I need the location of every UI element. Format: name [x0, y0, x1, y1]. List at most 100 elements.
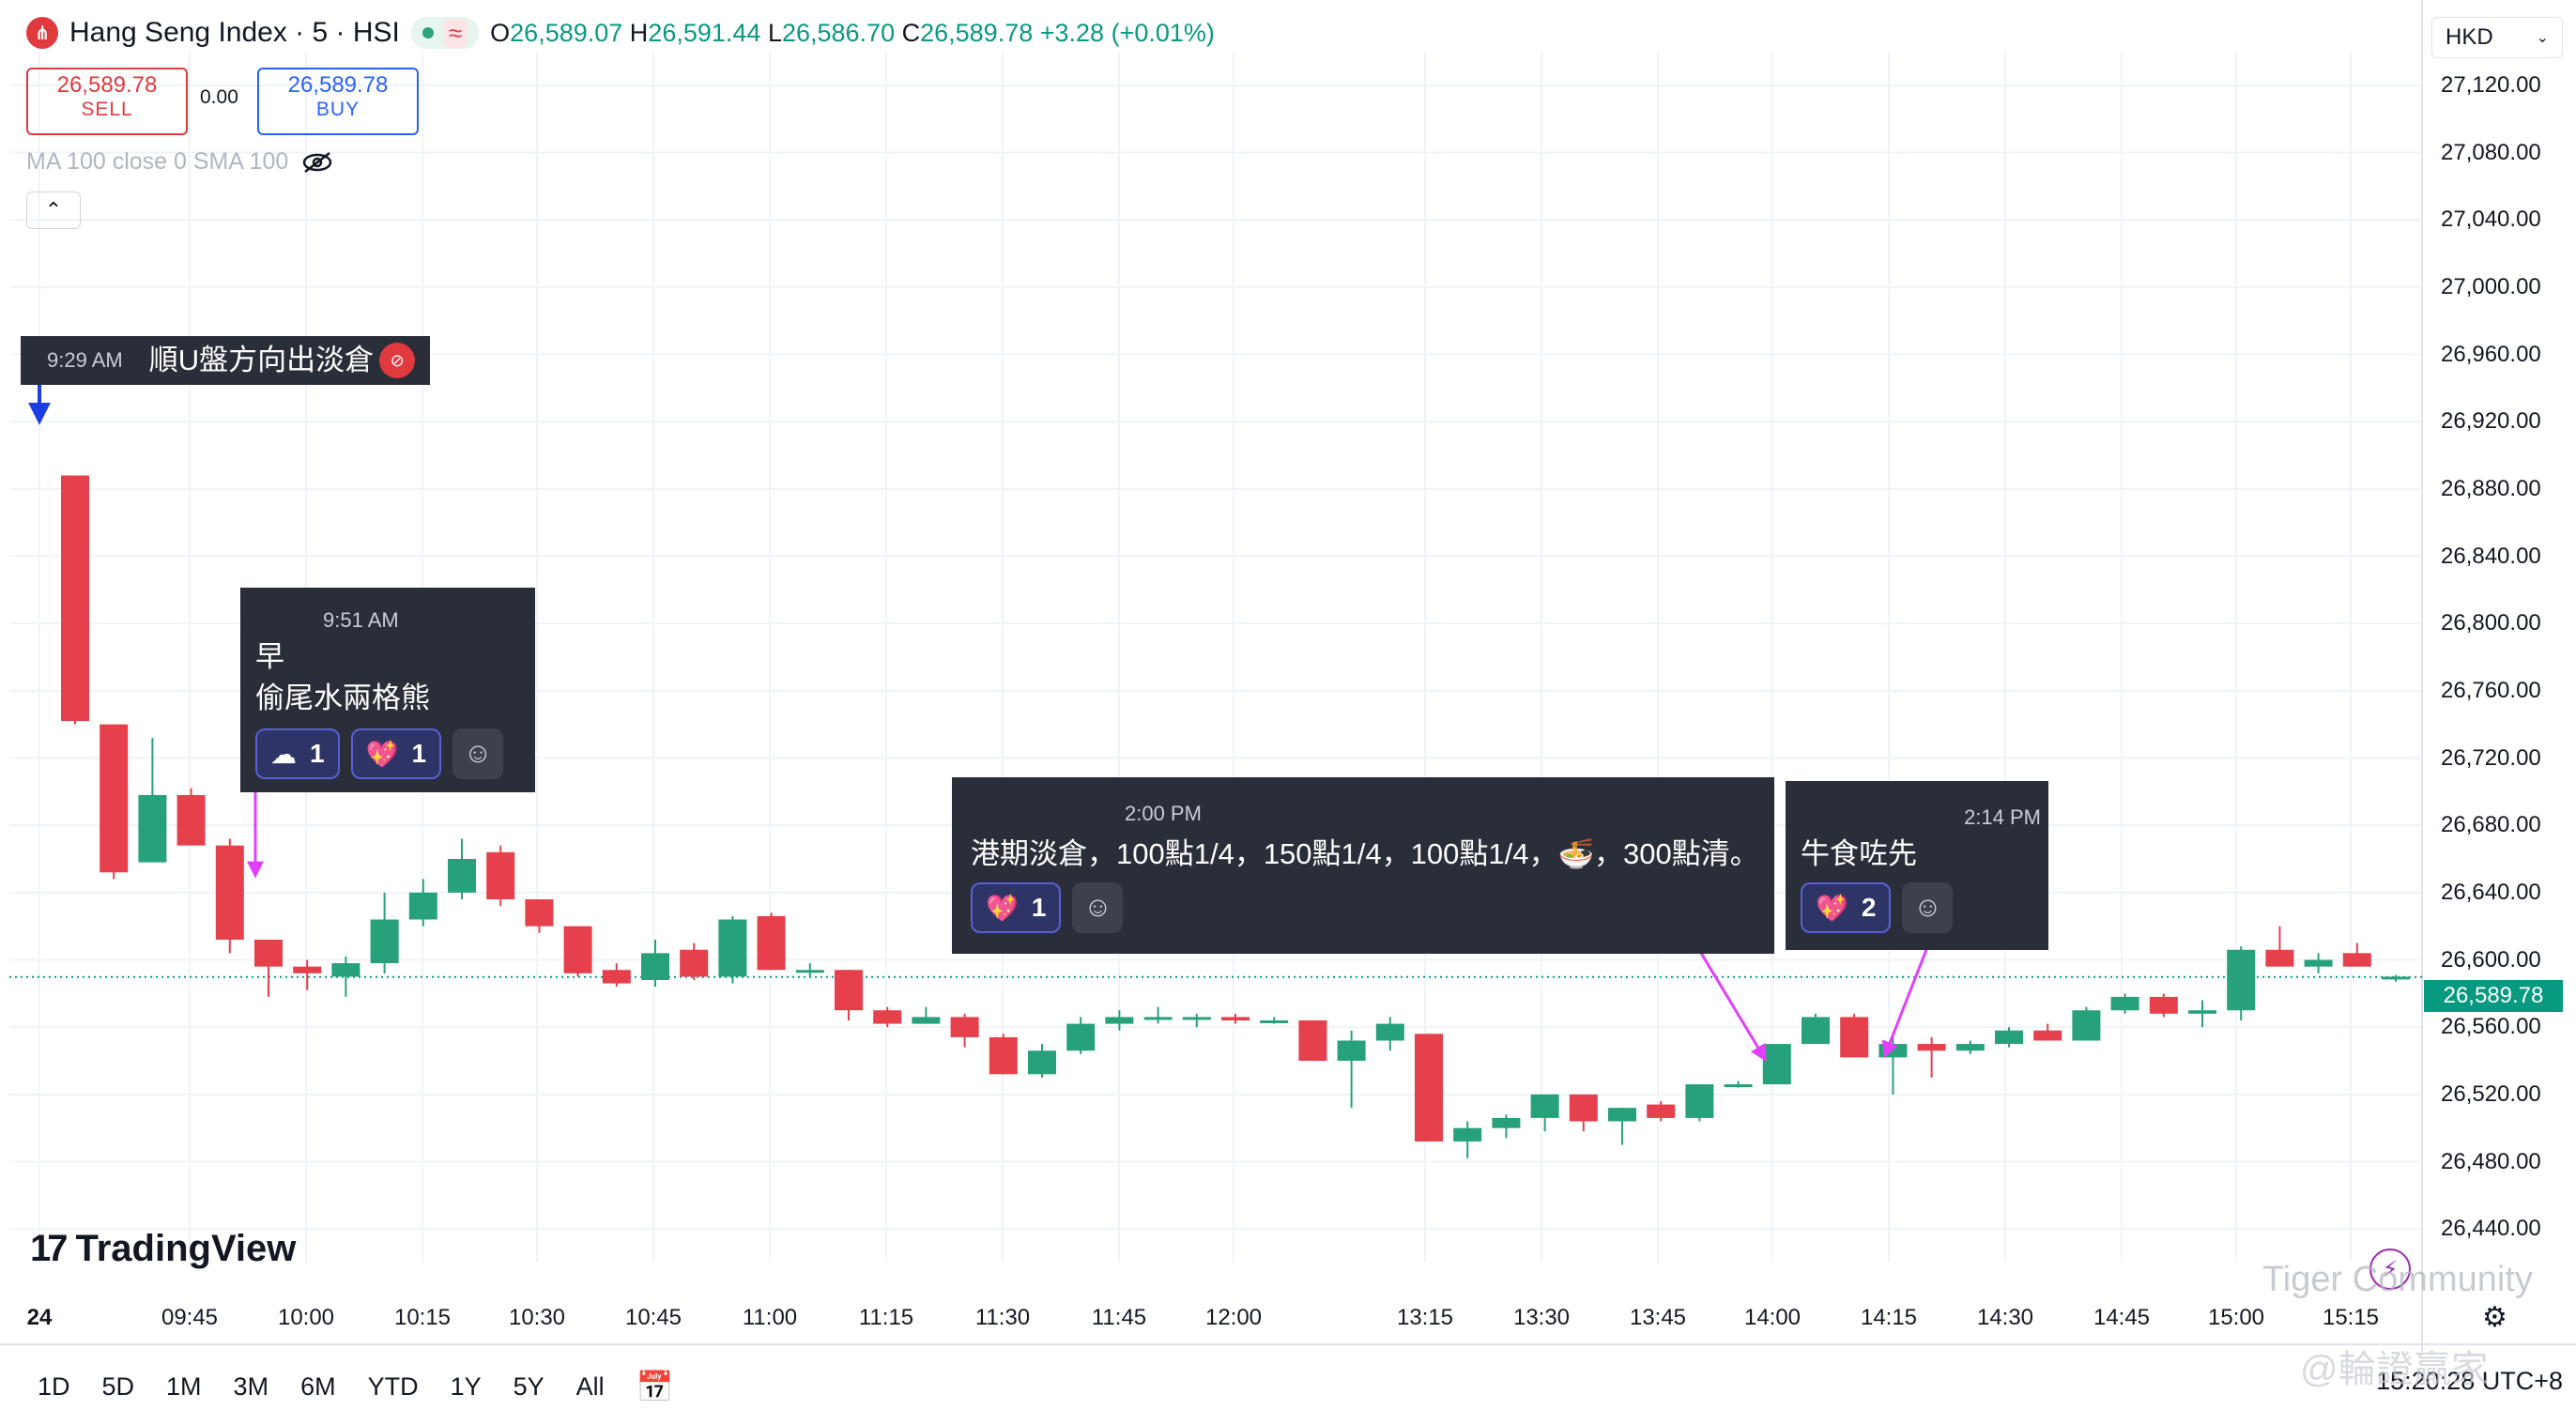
reaction-count: 2 — [1861, 893, 1877, 922]
candle-body — [370, 919, 399, 964]
candle-body — [1375, 1023, 1404, 1041]
note-929[interactable]: 9:29 AM 順U盤方向出淡倉 ⊘ — [21, 336, 430, 385]
time-tick-label: 13:45 — [1629, 1305, 1687, 1330]
candle-body — [176, 794, 206, 846]
candle-body — [1028, 1050, 1056, 1075]
candle-body — [835, 970, 863, 1011]
candle-body — [138, 794, 167, 863]
candle-body — [1762, 1044, 1791, 1085]
range-5y[interactable]: 5Y — [513, 1371, 544, 1401]
currency-value: HKD — [2446, 24, 2493, 50]
time-tick-label: 15:15 — [2322, 1305, 2380, 1330]
reaction-heart[interactable]: 💖 1 — [350, 728, 442, 779]
range-ytd[interactable]: YTD — [367, 1371, 419, 1401]
candle-body — [215, 845, 244, 940]
candle-body — [1917, 1044, 1946, 1051]
symbol-title[interactable]: Hang Seng Index · 5 · HSI — [69, 17, 400, 48]
note-line: 早 — [255, 640, 284, 673]
open-label: O — [490, 18, 511, 47]
tradingview-mark-icon: 17 — [30, 1228, 68, 1269]
reaction-heart[interactable]: 💖 1 — [971, 882, 1062, 933]
range-6m[interactable]: 6M — [300, 1371, 336, 1401]
price-tick-label: 26,480.00 — [2441, 1148, 2541, 1174]
note-214pm[interactable]: 2:14 PM 牛食咗先 💖 2 ☺ — [1786, 781, 2048, 950]
candle-body — [1647, 1104, 1676, 1118]
range-1y[interactable]: 1Y — [450, 1371, 482, 1401]
market-open-dot-icon — [422, 27, 434, 38]
price-tick-label: 26,640.00 — [2441, 879, 2541, 905]
candle-body — [2188, 1010, 2216, 1014]
candle-body — [2033, 1030, 2062, 1041]
time-tick-label: 10:30 — [508, 1305, 566, 1330]
buy-button[interactable]: 26,589.78 BUY — [257, 68, 419, 135]
range-1m[interactable]: 1M — [166, 1371, 202, 1401]
candle-body — [1530, 1094, 1559, 1118]
range-3m[interactable]: 3M — [233, 1371, 269, 1401]
price-tick-label: 27,000.00 — [2441, 273, 2541, 299]
low-label: L — [767, 18, 782, 47]
settings-gear-icon[interactable]: ⚙ — [2482, 1302, 2507, 1333]
time-tick-label: 11:45 — [1091, 1305, 1147, 1330]
close-label: C — [901, 18, 921, 47]
high-value: 26,591.44 — [648, 18, 761, 47]
reaction-heart[interactable]: 💖 2 — [1801, 882, 1892, 933]
range-1d[interactable]: 1D — [38, 1371, 70, 1401]
time-tick-label: 10:15 — [393, 1305, 452, 1330]
ma-indicator-legend[interactable]: MA 100 close 0 SMA 100 — [26, 148, 333, 176]
chart-header: ⋔ Hang Seng Index · 5 · HSI ≈ O26,589.07… — [26, 17, 1215, 49]
add-reaction-smile-icon[interactable]: ☺ — [1072, 882, 1124, 933]
stamp-icon: ⊘ — [379, 343, 416, 378]
time-tick-label: 11:00 — [742, 1305, 798, 1330]
price-tick-label: 26,600.00 — [2441, 946, 2541, 973]
candle-body — [1415, 1034, 1443, 1142]
candle-body — [1453, 1127, 1482, 1142]
time-tick-label: 11:30 — [974, 1305, 1031, 1330]
collapse-legend-button[interactable]: ⌃ — [26, 192, 81, 229]
note-text: 順U盤方向出淡倉 — [148, 344, 375, 376]
candle-body — [331, 963, 360, 977]
price-tick-label: 27,120.00 — [2441, 71, 2541, 98]
candle-body — [1608, 1108, 1636, 1122]
hsi-logo-icon: ⋔ — [26, 17, 58, 49]
watermark-tiger: Tiger Community — [2262, 1260, 2533, 1299]
currency-select[interactable]: HKD ⌄ — [2431, 17, 2563, 58]
eye-hidden-icon[interactable] — [301, 151, 333, 174]
price-tick-label: 26,800.00 — [2441, 610, 2541, 636]
clock: 15:20:28 UTC+8 — [2376, 1367, 2563, 1395]
candle-body — [2342, 953, 2371, 967]
note-time: 2:14 PM — [1964, 805, 2041, 829]
note-200pm[interactable]: 2:00 PM 港期淡倉，100點1/4，150點1/4，100點1/4，🍜，3… — [952, 777, 1774, 954]
heart-icon: 💖 — [1816, 893, 1848, 923]
candle-body — [100, 724, 129, 873]
time-tick-label: 11:15 — [858, 1305, 914, 1330]
candle-body — [757, 915, 786, 971]
open-value: 26,589.07 — [510, 18, 623, 47]
ma-indicator-label: MA 100 close 0 SMA 100 — [26, 148, 289, 175]
note-reactions: 💖 1 ☺ — [971, 882, 1124, 933]
add-reaction-smile-icon[interactable]: ☺ — [452, 728, 504, 779]
goto-date-icon[interactable]: 📅 — [636, 1370, 674, 1403]
price-tick-label: 26,880.00 — [2441, 475, 2541, 501]
time-tick-label: 14:30 — [1976, 1305, 2034, 1330]
reaction-count: 1 — [411, 739, 427, 768]
ohlc-values: O26,589.07 H26,591.44 L26,586.70 C26,589… — [490, 19, 1215, 48]
range-5d[interactable]: 5D — [101, 1371, 135, 1401]
note-951[interactable]: 9:51 AM 早 偷尾水兩格熊 ☁ 1 💖 1 ☺ — [240, 588, 535, 792]
candle-body — [1105, 1017, 1134, 1024]
candle-body — [950, 1017, 979, 1037]
time-tick-label: 12:00 — [1204, 1305, 1263, 1330]
reaction-cloud[interactable]: ☁ 1 — [255, 728, 340, 779]
note-reactions: 💖 2 ☺ — [1801, 882, 1954, 933]
sell-button[interactable]: 26,589.78 SELL — [26, 68, 188, 135]
add-reaction-smile-icon[interactable]: ☺ — [1902, 882, 1954, 933]
candle-body — [1337, 1040, 1366, 1061]
candle-body — [641, 953, 669, 980]
lightning-icon[interactable]: ⚡ — [2369, 1249, 2411, 1290]
time-tick-label: 13:15 — [1396, 1305, 1454, 1330]
candle-body — [2382, 976, 2410, 980]
time-tick-label: 14:00 — [1743, 1305, 1802, 1330]
market-status-badge[interactable]: ≈ — [410, 17, 480, 49]
candle-body — [2072, 1010, 2101, 1041]
candle-body — [1878, 1044, 1908, 1058]
range-all[interactable]: All — [575, 1371, 605, 1401]
